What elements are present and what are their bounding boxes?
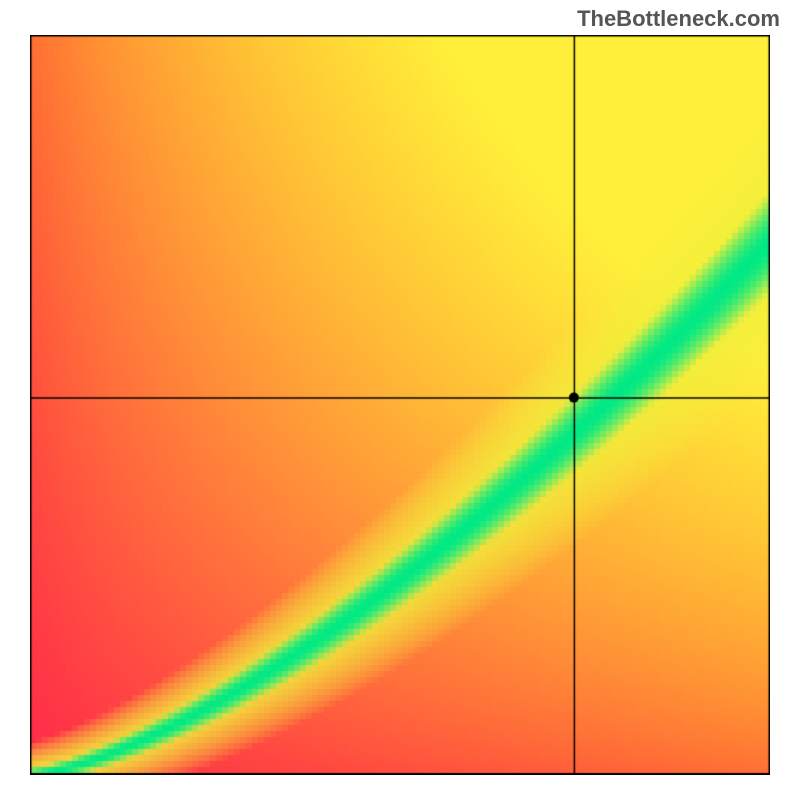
watermark-text: TheBottleneck.com bbox=[577, 6, 780, 32]
crosshair-overlay bbox=[30, 35, 770, 775]
